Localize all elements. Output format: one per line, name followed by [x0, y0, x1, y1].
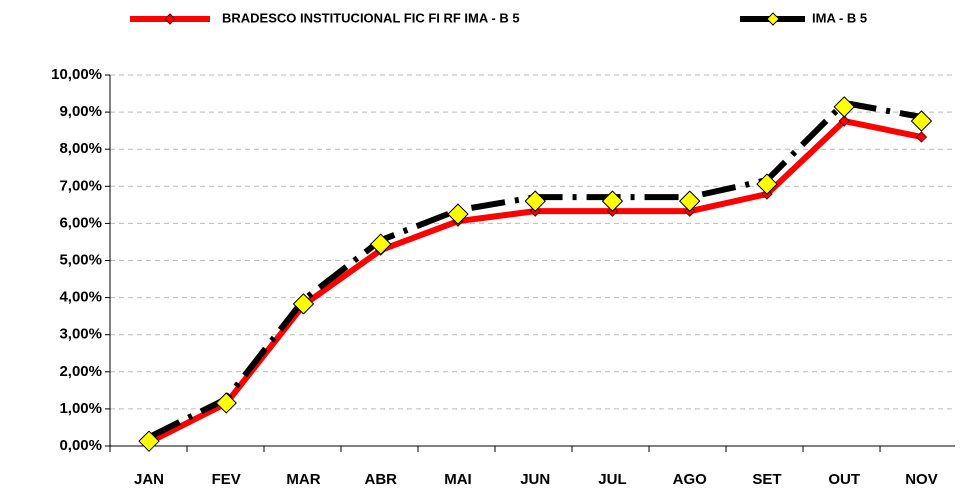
point: [447, 203, 469, 225]
point: [833, 96, 855, 118]
point: [910, 110, 933, 132]
x-tick-label: AGO: [673, 471, 708, 488]
x-tick-label: MAR: [286, 471, 320, 488]
point: [679, 190, 701, 212]
x-tick-label: OUT: [828, 471, 860, 488]
legend-label: BRADESCO INSTITUCIONAL FIC FI RF IMA - B…: [222, 10, 520, 25]
x-tick-label: NOV: [905, 471, 938, 488]
y-tick-label: 6,00%: [59, 214, 102, 231]
y-tick-label: 1,00%: [59, 400, 102, 417]
point: [292, 293, 315, 315]
y-tick-label: 10,00%: [51, 66, 102, 83]
series-line: [147, 99, 922, 440]
y-tick-label: 8,00%: [59, 140, 102, 157]
y-tick-label: 2,00%: [59, 363, 102, 380]
point: [601, 190, 624, 212]
y-tick-label: 3,00%: [59, 326, 102, 343]
y-tick-label: 0,00%: [59, 437, 102, 454]
y-tick-label: 5,00%: [59, 251, 102, 268]
point: [915, 131, 928, 143]
point: [215, 392, 237, 414]
x-tick-label: JUL: [598, 471, 626, 488]
x-tick-label: ABR: [364, 471, 397, 488]
x-tick-label: JAN: [134, 471, 164, 488]
series-line: [147, 118, 923, 445]
point: [524, 190, 546, 212]
point: [756, 173, 778, 195]
x-tick-label: SET: [752, 471, 781, 488]
x-tick-label: JUN: [520, 471, 550, 488]
point: [138, 430, 160, 452]
y-tick-label: 4,00%: [59, 289, 102, 306]
legend-marker: [164, 13, 176, 25]
x-tick-label: MAI: [444, 471, 472, 488]
y-tick-label: 9,00%: [59, 103, 102, 120]
legend-label: IMA - B 5: [812, 10, 867, 25]
legend-marker: [766, 12, 780, 26]
point: [838, 115, 850, 127]
x-tick-label: FEV: [212, 471, 241, 488]
point: [370, 233, 392, 255]
y-tick-label: 7,00%: [59, 177, 102, 194]
